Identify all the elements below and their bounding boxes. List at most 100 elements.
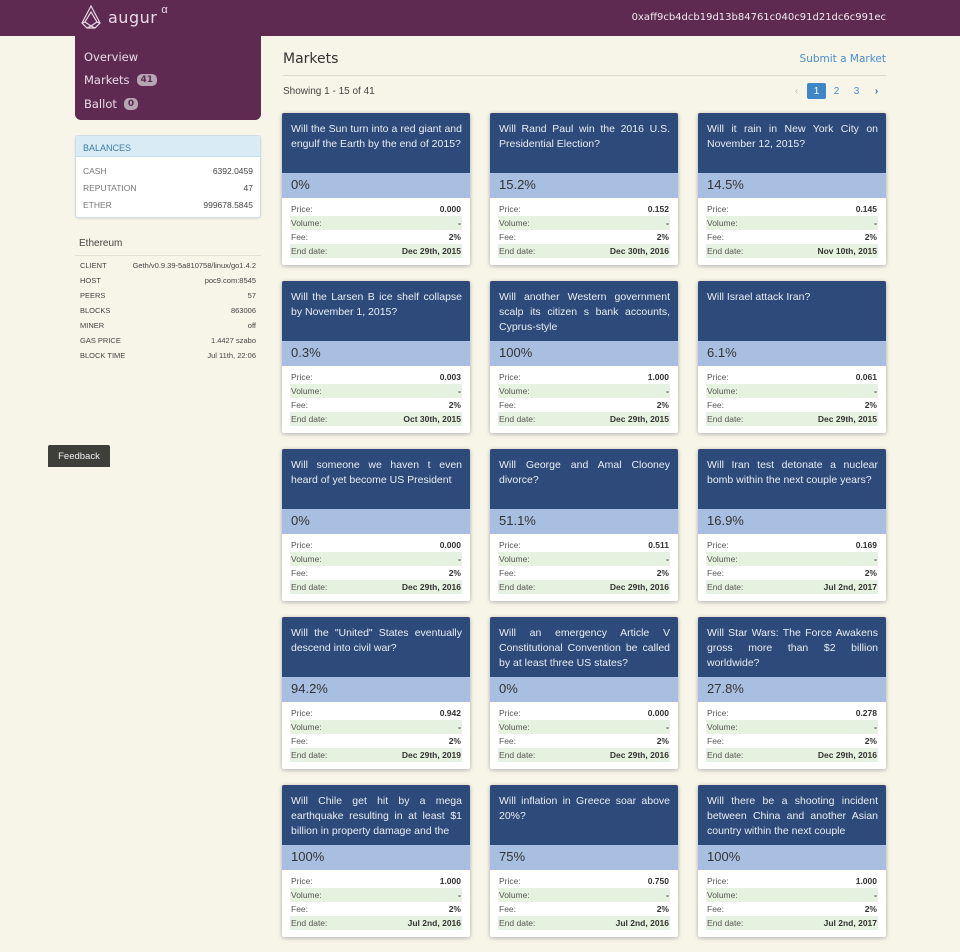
nav-ballot[interactable]: Ballot 0 [75,92,261,116]
market-card[interactable]: Will the "United" States eventually desc… [282,617,470,769]
volume-label: Volume: [707,890,738,900]
page-2[interactable]: 2 [833,85,840,97]
market-card[interactable]: Will the Larsen B ice shelf collapse by … [282,281,470,433]
balance-row: CASH 6392.0459 [76,162,260,179]
price-label: Price: [499,708,521,718]
market-question[interactable]: Will someone we haven t even heard of ye… [282,449,470,509]
market-card[interactable]: Will George and Amal Clooney divorce? 51… [490,449,678,601]
market-card[interactable]: Will Chile get hit by a mega earthquake … [282,785,470,937]
market-question[interactable]: Will the Sun turn into a red giant and e… [282,113,470,173]
fee-row: Fee: 2% [290,566,462,580]
price-value: 0.000 [439,540,461,550]
ethereum-row-value: 57 [247,291,256,300]
ethereum-row-value: poc9.com:8545 [204,276,256,285]
volume-row: Volume: - [706,720,878,734]
next-page-icon[interactable]: › [874,85,879,97]
end-date-value: Dec 29th, 2016 [609,582,669,592]
end-date-label: End date: [499,918,536,928]
market-card[interactable]: Will Israel attack Iran? 6.1% Price: 0.06… [698,281,886,433]
fee-value: 2% [656,232,669,242]
market-card[interactable]: Will an emergency Article V Constitution… [490,617,678,769]
market-card[interactable]: Will there be a shooting incident betwee… [698,785,886,937]
volume-row: Volume: - [706,216,878,230]
volume-row: Volume: - [290,552,462,566]
market-question[interactable]: Will the "United" States eventually desc… [282,617,470,677]
price-value: 1.000 [439,876,461,886]
market-question[interactable]: Will Chile get hit by a mega earthquake … [282,785,470,845]
ballot-count-badge: 0 [123,97,139,110]
account-address[interactable]: 0xaff9cb4dcb19d13b84761c040c91d21dc6c991… [631,12,886,23]
end-date-value: Jul 2nd, 2016 [407,918,461,928]
price-row: Price: 0.152 [498,202,670,216]
market-probability: 0% [282,173,470,198]
market-card[interactable]: Will another Western government scalp it… [490,281,678,433]
market-card[interactable]: Will someone we haven t even heard of ye… [282,449,470,601]
price-label: Price: [291,540,313,550]
ethereum-row-label: PEERS [80,291,106,300]
price-row: Price: 0.000 [290,202,462,216]
prev-page-icon[interactable]: ‹ [794,85,799,97]
end-date-value: Dec 29th, 2019 [401,750,461,760]
market-details: Price: 0.003 Volume: - Fee: 2% End date: Oct 30… [282,366,470,426]
market-card[interactable]: Will Rand Paul win the 2016 U.S. Preside… [490,113,678,265]
market-card[interactable]: Will inflation in Greece soar above 20%?… [490,785,678,937]
ethereum-row-value: Geth/v0.9.39-5a810758/linux/go1.4.2 [132,261,256,270]
volume-value: - [458,722,461,732]
market-details: Price: 0.278 Volume: - Fee: 2% End date: Dec 29… [698,702,886,762]
volume-value: - [458,218,461,228]
market-question[interactable]: Will an emergency Article V Constitution… [490,617,678,677]
volume-row: Volume: - [706,384,878,398]
feedback-button[interactable]: Feedback [48,445,110,467]
end-date-row: End date: Dec 29th, 2016 [706,748,878,762]
market-details: Price: 1.000 Volume: - Fee: 2% End date: Dec 29… [490,366,678,426]
augur-logo[interactable]: augur α [80,4,168,29]
fee-label: Fee: [291,904,309,914]
market-question[interactable]: Will Iran test detonate a nuclear bomb w… [698,449,886,509]
ethereum-row-label: CLIENT [80,261,107,270]
fee-value: 2% [864,400,877,410]
market-details: Price: 0.152 Volume: - Fee: 2% End date: Dec 30… [490,198,678,258]
market-card[interactable]: Will the Sun turn into a red giant and e… [282,113,470,265]
volume-value: - [666,218,669,228]
market-probability: 94.2% [282,677,470,702]
volume-label: Volume: [499,890,530,900]
fee-label: Fee: [291,232,309,242]
price-label: Price: [291,876,313,886]
market-question[interactable]: Will it rain in New York City on Novembe… [698,113,886,173]
market-question[interactable]: Will another Western government scalp it… [490,281,678,341]
volume-value: - [666,722,669,732]
market-question[interactable]: Will George and Amal Clooney divorce? [490,449,678,509]
market-question[interactable]: Will the Larsen B ice shelf collapse by … [282,281,470,341]
market-card[interactable]: Will Star Wars: The Force Awakens gross … [698,617,886,769]
end-date-row: End date: Nov 10th, 2015 [706,244,878,258]
page-1[interactable]: 1 [807,83,826,99]
market-question[interactable]: Will inflation in Greece soar above 20%? [490,785,678,845]
end-date-value: Jul 2nd, 2017 [823,582,877,592]
end-date-label: End date: [291,750,328,760]
price-label: Price: [707,708,729,718]
market-probability: 27.8% [698,677,886,702]
end-date-value: Dec 29th, 2015 [609,414,669,424]
fee-value: 2% [864,736,877,746]
market-question[interactable]: Will there be a shooting incident betwee… [698,785,886,845]
fee-label: Fee: [291,400,309,410]
fee-label: Fee: [707,400,725,410]
ethereum-row: HOST poc9.com:8545 [75,273,261,288]
ethereum-row-label: BLOCKS [80,306,111,315]
end-date-row: End date: Jul 2nd, 2016 [290,916,462,930]
price-row: Price: 0.942 [290,706,462,720]
alpha-label: α [161,4,168,16]
nav-markets[interactable]: Markets 41 [75,69,261,93]
market-question[interactable]: Will Israel attack Iran? [698,281,886,341]
market-card[interactable]: Will it rain in New York City on Novembe… [698,113,886,265]
market-probability: 100% [698,845,886,870]
market-question[interactable]: Will Star Wars: The Force Awakens gross … [698,617,886,677]
submit-market-link[interactable]: Submit a Market [799,53,886,65]
market-question[interactable]: Will Rand Paul win the 2016 U.S. Preside… [490,113,678,173]
nav-overview[interactable]: Overview [75,45,261,69]
ethereum-row-value: 1.4427 szabo [210,336,256,345]
page-3[interactable]: 3 [853,85,860,97]
market-card[interactable]: Will Iran test detonate a nuclear bomb w… [698,449,886,601]
end-date-value: Jul 2nd, 2016 [615,918,669,928]
volume-label: Volume: [499,218,530,228]
